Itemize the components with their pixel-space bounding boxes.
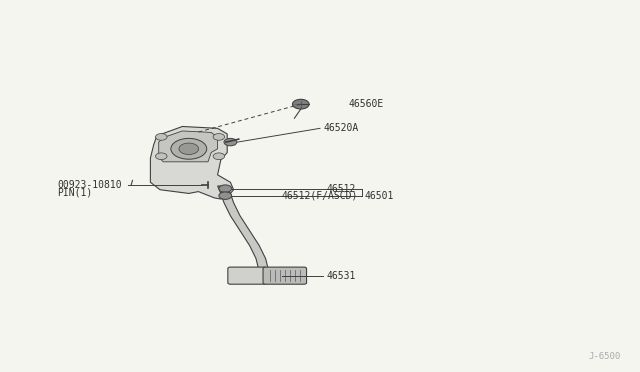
Text: 46512: 46512 bbox=[326, 184, 356, 193]
Circle shape bbox=[213, 153, 225, 160]
Circle shape bbox=[171, 138, 207, 159]
Circle shape bbox=[292, 99, 309, 109]
Circle shape bbox=[224, 138, 237, 146]
Circle shape bbox=[219, 192, 232, 199]
Text: 46531: 46531 bbox=[326, 271, 356, 281]
Circle shape bbox=[213, 134, 225, 140]
Circle shape bbox=[156, 134, 167, 140]
FancyBboxPatch shape bbox=[263, 267, 307, 284]
Circle shape bbox=[156, 153, 167, 160]
Text: 00923-10810: 00923-10810 bbox=[58, 180, 122, 190]
Text: PIN(1): PIN(1) bbox=[58, 187, 93, 197]
Text: 46512(F/ASCD): 46512(F/ASCD) bbox=[282, 191, 358, 201]
Text: 46520A: 46520A bbox=[323, 124, 358, 133]
Circle shape bbox=[179, 143, 198, 154]
Polygon shape bbox=[150, 126, 234, 199]
Polygon shape bbox=[159, 131, 218, 162]
Text: 46560E: 46560E bbox=[349, 99, 384, 109]
Polygon shape bbox=[218, 186, 269, 272]
Text: 46501: 46501 bbox=[365, 191, 394, 201]
FancyBboxPatch shape bbox=[228, 267, 266, 284]
Circle shape bbox=[219, 185, 232, 192]
Text: J-6500: J-6500 bbox=[589, 352, 621, 361]
